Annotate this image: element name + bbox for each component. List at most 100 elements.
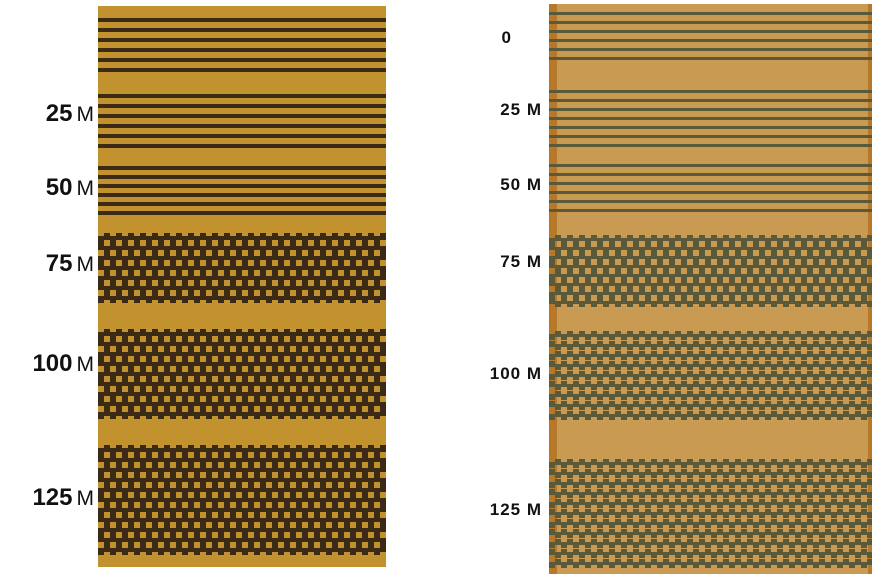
stripe-check bbox=[278, 339, 284, 342]
stripe-check bbox=[122, 452, 128, 455]
stripe-check bbox=[801, 361, 807, 364]
stripe-check bbox=[831, 286, 837, 289]
stripe-check bbox=[134, 263, 140, 266]
stripe-check bbox=[777, 361, 783, 364]
stripe-check bbox=[639, 559, 645, 562]
stripe-check bbox=[194, 535, 200, 538]
stripe-check bbox=[374, 280, 380, 283]
stripe-check bbox=[164, 502, 170, 505]
stripe-check bbox=[182, 535, 188, 538]
stripe-check bbox=[170, 359, 176, 362]
stripe-check bbox=[182, 512, 188, 515]
stripe-check bbox=[711, 407, 717, 410]
stripe-check bbox=[717, 295, 723, 298]
stripe-check bbox=[200, 525, 206, 528]
stripe-check bbox=[194, 376, 200, 379]
stripe-check bbox=[284, 406, 290, 409]
stripe-check bbox=[368, 293, 374, 296]
stripe-check bbox=[825, 465, 831, 468]
stripe-check bbox=[573, 262, 579, 265]
stripe-check bbox=[807, 289, 813, 292]
stripe-check bbox=[843, 235, 849, 238]
stripe-check bbox=[296, 253, 302, 256]
stripe-check bbox=[218, 455, 224, 458]
stripe-check bbox=[290, 495, 296, 498]
stripe-check bbox=[224, 525, 230, 528]
stripe-check bbox=[338, 492, 344, 495]
stripe-check bbox=[753, 377, 759, 380]
stripe-check bbox=[206, 376, 212, 379]
stripe-check bbox=[236, 525, 242, 528]
stripe-check bbox=[332, 482, 338, 485]
stripe-check bbox=[380, 465, 386, 468]
stripe-check bbox=[128, 502, 134, 505]
stripe-check bbox=[224, 502, 230, 505]
stripe-check bbox=[861, 397, 867, 400]
stripe-check bbox=[248, 386, 254, 389]
stripe-check bbox=[615, 411, 621, 414]
stripe-check bbox=[158, 515, 164, 518]
stripe-check bbox=[555, 535, 561, 538]
stripe-check bbox=[747, 271, 753, 274]
stripe-check bbox=[825, 529, 831, 532]
stripe-check bbox=[170, 396, 176, 399]
stripe-check bbox=[236, 386, 242, 389]
stripe-check bbox=[627, 411, 633, 414]
stripe-check bbox=[837, 377, 843, 380]
stripe-check bbox=[350, 339, 356, 342]
stripe-check bbox=[260, 465, 266, 468]
stripe-line bbox=[98, 276, 386, 280]
stripe-check bbox=[711, 304, 717, 307]
stripe-check bbox=[609, 361, 615, 364]
stripe-check bbox=[609, 381, 615, 384]
stripe-check bbox=[705, 397, 711, 400]
stripe-line bbox=[98, 48, 386, 52]
stripe-check bbox=[224, 406, 230, 409]
stripe-check bbox=[164, 253, 170, 256]
stripe-check bbox=[831, 304, 837, 307]
stripe-check bbox=[597, 525, 603, 528]
stripe-check bbox=[585, 465, 591, 468]
stripe-check bbox=[861, 469, 867, 472]
stripe-check bbox=[633, 241, 639, 244]
stripe-check bbox=[140, 273, 146, 276]
stripe-check bbox=[837, 509, 843, 512]
stripe-check bbox=[567, 519, 573, 522]
stripe-check bbox=[825, 545, 831, 548]
stripe-check bbox=[350, 280, 356, 283]
stripe-check bbox=[134, 339, 140, 342]
stripe-check bbox=[266, 339, 272, 342]
stripe-check bbox=[176, 545, 182, 548]
stripe-check bbox=[663, 235, 669, 238]
stripe-check bbox=[585, 298, 591, 301]
stripe-check bbox=[254, 396, 260, 399]
stripe-check bbox=[759, 519, 765, 522]
stripe-check bbox=[278, 260, 284, 263]
right-label-25m: 25 M bbox=[500, 100, 542, 119]
stripe-check bbox=[188, 462, 194, 465]
stripe-check bbox=[633, 361, 639, 364]
left-label-value: 75 bbox=[45, 250, 73, 277]
stripe-line bbox=[549, 492, 872, 495]
stripe-check bbox=[236, 465, 242, 468]
stripe-line bbox=[549, 482, 872, 485]
stripe-check bbox=[368, 366, 374, 369]
stripe-check bbox=[789, 465, 795, 468]
stripe-check bbox=[368, 290, 374, 293]
stripe-check bbox=[675, 459, 681, 462]
stripe-check bbox=[152, 369, 158, 372]
stripe-check bbox=[597, 489, 603, 492]
stripe-check bbox=[603, 271, 609, 274]
left-label-unit: M bbox=[76, 177, 95, 200]
stripe-check bbox=[182, 472, 188, 475]
stripe-check bbox=[711, 515, 717, 518]
stripe-check bbox=[825, 280, 831, 283]
stripe-check bbox=[627, 271, 633, 274]
stripe-check bbox=[104, 386, 110, 389]
stripe-check bbox=[140, 409, 146, 412]
stripe-check bbox=[278, 472, 284, 475]
stripe-check bbox=[819, 539, 825, 542]
stripe-check bbox=[164, 346, 170, 349]
stripe-check bbox=[735, 411, 741, 414]
stripe-check bbox=[218, 243, 224, 246]
